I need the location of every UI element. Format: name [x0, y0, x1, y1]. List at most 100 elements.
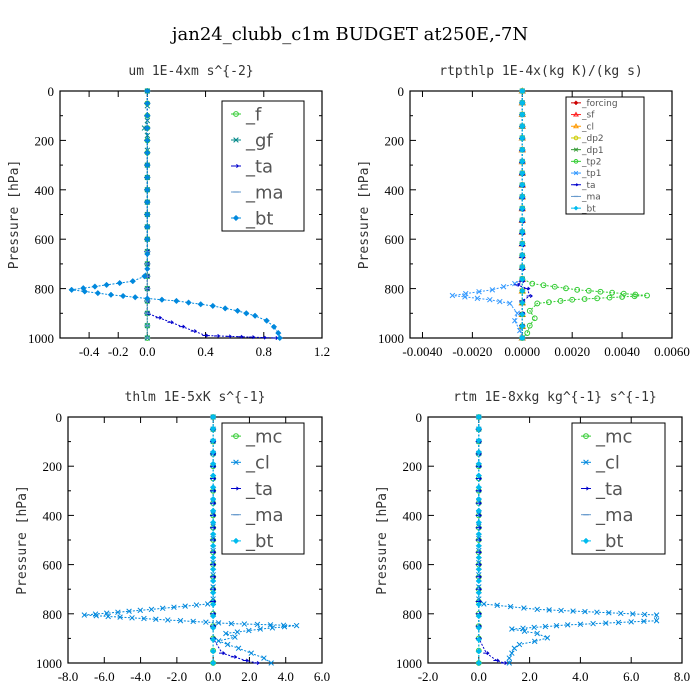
data-point: [585, 287, 592, 294]
data-point: [269, 625, 276, 631]
data-point: [475, 577, 482, 585]
data-point: [511, 645, 518, 651]
y-tick-label: 0: [398, 84, 405, 99]
data-point: [182, 603, 188, 609]
data-point: [222, 305, 229, 312]
y-tick-label: 400: [35, 183, 55, 198]
data-point: [177, 617, 184, 624]
panel-thlm: thlm 1E-5xK s^{-1} Pressure [hPa] 0 200 400 6…: [15, 390, 330, 684]
y-axis-label: Pressure [hPa]: [375, 485, 390, 595]
data-point: [516, 641, 523, 648]
series-bt: [209, 413, 217, 667]
x-tick-label: -0.0020: [452, 344, 492, 359]
legend-label: _tp2: [581, 158, 601, 168]
data-point: [519, 158, 526, 165]
data-point: [507, 300, 513, 307]
data-point: [246, 627, 252, 634]
data-point: [481, 601, 487, 607]
data-point: [506, 660, 513, 666]
y-axis-label: Pressure [hPa]: [357, 160, 372, 270]
data-point: [519, 217, 526, 224]
legend-marker: [573, 159, 579, 164]
data-point: [506, 655, 513, 661]
data-point: [577, 621, 584, 628]
data-point: [542, 623, 549, 630]
data-point: [526, 322, 533, 329]
x-tick-label: 0.0040: [604, 344, 640, 359]
data-point: [193, 602, 200, 608]
legend-marker: [583, 433, 589, 440]
data-point: [275, 329, 282, 337]
data-point: [144, 236, 151, 243]
data-point: [489, 287, 496, 293]
data-point: [209, 501, 217, 506]
legend: _f _gf _ta _ma _bt: [221, 100, 305, 232]
x-tick-label: 8.0: [674, 669, 690, 684]
data-point: [509, 626, 515, 632]
data-point: [546, 607, 552, 613]
data-point: [618, 610, 624, 617]
legend-label: _ta: [581, 181, 596, 191]
legend: _mc _cl _ta _ma _bt: [571, 422, 666, 555]
data-point: [173, 297, 180, 305]
data-point: [500, 283, 507, 290]
data-point: [132, 294, 139, 301]
data-point: [569, 296, 576, 303]
data-point: [144, 211, 151, 218]
data-point: [493, 658, 500, 663]
data-point: [209, 589, 217, 596]
data-point: [144, 250, 151, 258]
data-point: [628, 619, 634, 625]
data-point: [581, 296, 588, 302]
data-point: [475, 554, 482, 561]
x-tick-label: -0.0040: [402, 344, 442, 359]
data-point: [631, 293, 638, 300]
data-point: [203, 619, 209, 625]
data-point: [81, 288, 88, 295]
data-point: [137, 607, 144, 614]
x-tick-label: -2.0: [167, 669, 188, 684]
y-tick-label: 800: [403, 607, 423, 622]
x-tick-label: 2.0: [521, 669, 537, 684]
data-point: [531, 624, 537, 631]
legend-label: _dp1: [581, 146, 604, 156]
legend-marker: [573, 170, 579, 176]
data-point: [232, 634, 238, 640]
data-point: [475, 550, 483, 555]
legend-label: _tp1: [581, 169, 601, 179]
x-tick-label: 0.0000: [504, 344, 540, 359]
data-point: [234, 307, 241, 314]
data-point: [144, 132, 151, 139]
data-point: [209, 542, 217, 550]
data-point: [475, 425, 482, 432]
data-point: [209, 550, 217, 555]
data-point: [519, 193, 526, 201]
y-tick-label: 1000: [396, 656, 422, 671]
legend-label: _cl: [595, 453, 620, 474]
data-point: [526, 294, 533, 299]
data-point: [475, 589, 482, 596]
y-axis-label: Pressure [hPa]: [15, 485, 30, 595]
legend-label: _forcing: [581, 99, 618, 109]
x-tick-label: 0.8: [256, 344, 272, 359]
y-tick-label: 200: [35, 133, 55, 148]
legend-label: _ta: [245, 156, 273, 177]
x-tick-label: 0.4: [197, 344, 214, 359]
data-point: [534, 630, 540, 637]
panel-title: um 1E-4xm s^{-2}: [128, 64, 253, 79]
y-tick-label: 800: [43, 607, 63, 622]
y-tick-label: 600: [35, 232, 55, 247]
data-point: [141, 615, 147, 622]
data-point: [620, 290, 627, 297]
y-tick-label: 200: [385, 133, 405, 148]
data-point: [215, 638, 222, 644]
data-point: [144, 124, 151, 132]
y-tick-label: 400: [403, 508, 423, 523]
legend-marker: [232, 537, 240, 545]
data-point: [564, 622, 571, 628]
data-point: [155, 315, 163, 320]
data-point: [590, 620, 596, 627]
data-point: [519, 181, 526, 189]
data-point: [105, 613, 111, 620]
data-point: [546, 299, 552, 306]
